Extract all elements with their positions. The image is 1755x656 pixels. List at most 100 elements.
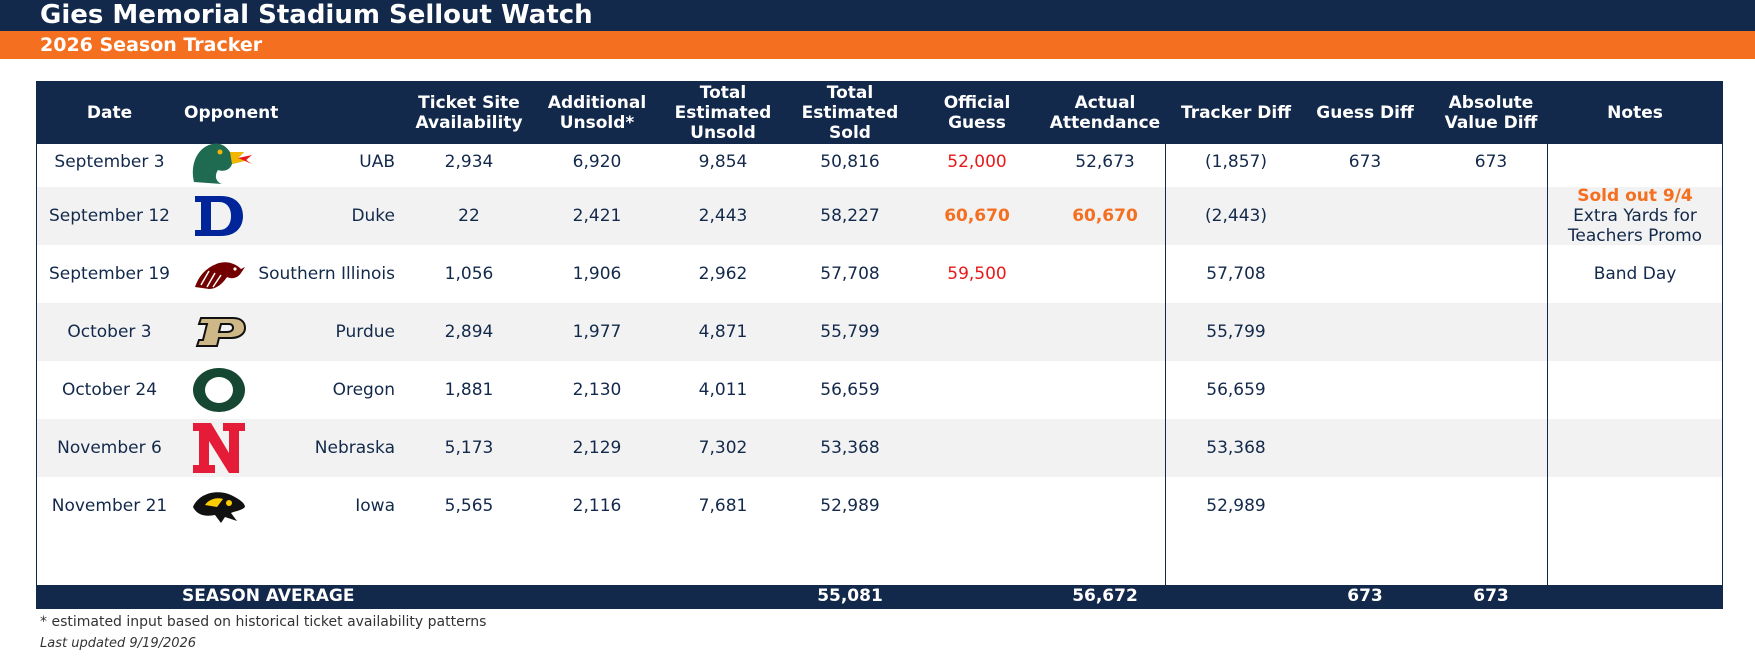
- cell-guess-diff: [1302, 303, 1428, 361]
- cell-abs-diff: [1428, 477, 1554, 535]
- cell-additional-unsold: 1,977: [572, 322, 622, 342]
- cell-date: November 6: [57, 438, 162, 458]
- cell-additional-unsold: 2,130: [572, 380, 622, 400]
- cell-tracker-diff: 55,799: [1206, 322, 1266, 342]
- cell-total-unsold: 2,962: [698, 264, 748, 284]
- cell-actual-attendance: [1040, 477, 1170, 535]
- footnote: * estimated input based on historical ti…: [40, 614, 487, 630]
- note-line: Band Day: [1593, 264, 1677, 284]
- cell-opponent: Oregon: [332, 380, 395, 400]
- cell-opponent: Nebraska: [314, 438, 395, 458]
- cell-actual-attendance: [1040, 419, 1170, 477]
- cell-tracker-diff: (2,443): [1205, 206, 1267, 226]
- table-row: September 3 UAB 2,934 6,920 9,854 50,816 52,00…: [37, 136, 1722, 187]
- table-header: Date Opponent Ticket Site Availability Ad…: [37, 82, 1722, 144]
- cell-total-sold: 55,799: [820, 322, 880, 342]
- cell-guess-diff: [1302, 361, 1428, 419]
- cell-total-sold: 58,227: [820, 206, 880, 226]
- season-average-label: SEASON AVERAGE: [182, 586, 355, 606]
- cell-ticket-site: 2,934: [444, 151, 494, 172]
- cell-official-guess: 52,000: [947, 151, 1007, 172]
- cell-total-sold: 57,708: [820, 264, 880, 284]
- cell-abs-diff: 673: [1474, 151, 1508, 172]
- cell-notes: [1548, 303, 1722, 361]
- season-average-row: SEASON AVERAGE 55,081 56,672 673 673: [37, 585, 1722, 608]
- page-title: Gies Memorial Stadium Sellout Watch: [40, 0, 593, 30]
- cell-ticket-site: 5,565: [444, 496, 494, 516]
- table-row: November 6 Nebraska 5,173 2,129 7,302 53,368 5…: [37, 419, 1722, 477]
- cell-official-guess: [914, 361, 1040, 419]
- iowa-hawkeye-logo: [184, 477, 254, 535]
- cell-date: October 3: [67, 322, 152, 342]
- cell-opponent: Iowa: [355, 496, 395, 516]
- note-highlight: Sold out 9/4: [1577, 186, 1693, 206]
- cell-tracker-diff: 53,368: [1206, 438, 1266, 458]
- header-actual-attendance: Actual Attendance: [1049, 93, 1161, 133]
- header-abs-diff: Absolute Value Diff: [1444, 93, 1538, 133]
- column-divider: [1547, 136, 1548, 585]
- tracker-table: Date Opponent Ticket Site Availability Ad…: [36, 81, 1723, 609]
- cell-opponent: Duke: [351, 206, 395, 226]
- subtitle-bar: 2026 Season Tracker: [0, 31, 1755, 59]
- cell-notes: Sold out 9/4 Extra Yards for Teachers Prom…: [1548, 186, 1722, 246]
- cell-date: September 12: [48, 206, 170, 226]
- purdue-p-logo: [184, 303, 254, 361]
- cell-ticket-site: 22: [458, 206, 480, 226]
- header-guess-diff: Guess Diff: [1316, 103, 1414, 123]
- cell-guess-diff: [1302, 419, 1428, 477]
- header-additional-unsold: Additional Unsold*: [547, 93, 647, 133]
- season-average-guess-diff: 673: [1347, 586, 1383, 606]
- cell-official-guess: [914, 419, 1040, 477]
- cell-date: November 21: [51, 496, 168, 516]
- page-subtitle: 2026 Season Tracker: [40, 34, 263, 56]
- cell-actual-attendance: 60,670: [1072, 206, 1138, 226]
- cell-guess-diff: [1302, 187, 1428, 245]
- cell-notes: Band Day: [1548, 245, 1722, 303]
- saluki-logo: [184, 245, 254, 303]
- header-opponent: Opponent: [184, 103, 279, 123]
- cell-actual-attendance: [1040, 303, 1170, 361]
- cell-abs-diff: [1428, 419, 1554, 477]
- cell-guess-diff: 673: [1348, 151, 1382, 172]
- cell-official-guess: [914, 303, 1040, 361]
- cell-opponent: UAB: [359, 151, 395, 172]
- cell-official-guess: [914, 477, 1040, 535]
- cell-guess-diff: [1302, 477, 1428, 535]
- cell-tracker-diff: 57,708: [1206, 264, 1266, 284]
- cell-additional-unsold: 2,421: [572, 206, 622, 226]
- cell-abs-diff: [1428, 187, 1554, 245]
- season-average-abs-diff: 673: [1473, 586, 1509, 606]
- cell-ticket-site: 1,881: [444, 380, 494, 400]
- cell-notes: [1548, 419, 1722, 477]
- table-row: September 19 Southern Illinois 1,056 1,906 2…: [37, 245, 1722, 303]
- cell-actual-attendance: 52,673: [1075, 151, 1135, 172]
- nebraska-n-logo: [184, 419, 254, 477]
- cell-ticket-site: 1,056: [444, 264, 494, 284]
- season-average-total-sold: 55,081: [817, 586, 883, 606]
- header-tracker-diff: Tracker Diff: [1180, 103, 1292, 123]
- cell-ticket-site: 2,894: [444, 322, 494, 342]
- season-average-actual: 56,672: [1072, 586, 1138, 606]
- cell-date: September 3: [54, 151, 165, 172]
- cell-total-unsold: 4,871: [698, 322, 748, 342]
- cell-additional-unsold: 2,116: [572, 496, 622, 516]
- cell-total-sold: 56,659: [820, 380, 880, 400]
- cell-guess-diff: [1302, 245, 1428, 303]
- cell-total-unsold: 7,681: [698, 496, 748, 516]
- oregon-o-logo: [184, 361, 254, 419]
- cell-abs-diff: [1428, 245, 1554, 303]
- cell-date: September 19: [48, 264, 170, 284]
- cell-additional-unsold: 1,906: [572, 264, 622, 284]
- cell-abs-diff: [1428, 303, 1554, 361]
- cell-ticket-site: 5,173: [444, 438, 494, 458]
- header-total-unsold: Total Estimated Unsold: [674, 83, 772, 143]
- cell-tracker-diff: 56,659: [1206, 380, 1266, 400]
- header-official-guess: Official Guess: [943, 93, 1011, 133]
- header-date: Date: [86, 103, 133, 123]
- cell-total-unsold: 7,302: [698, 438, 748, 458]
- table-row: November 21 Iowa 5,565 2,116 7,681 52,989 52,9…: [37, 477, 1722, 535]
- cell-official-guess: 59,500: [947, 264, 1007, 284]
- header-notes: Notes: [1607, 103, 1663, 123]
- cell-notes: [1548, 136, 1722, 187]
- cell-date: October 24: [61, 380, 158, 400]
